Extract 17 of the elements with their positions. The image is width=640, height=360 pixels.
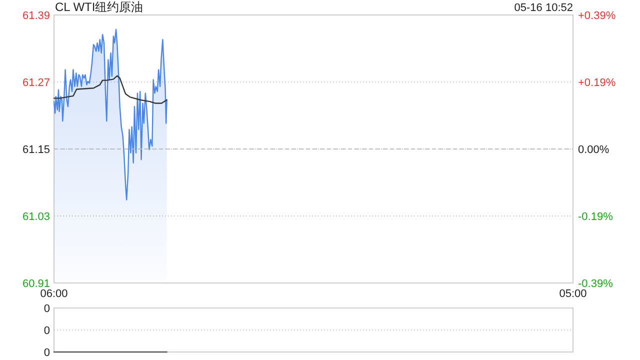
y-tick-label: 60.91 bbox=[22, 278, 50, 290]
x-tick-label: 06:00 bbox=[40, 288, 68, 300]
y2-tick-label: +0.39% bbox=[578, 10, 616, 22]
y-tick-label: 0 bbox=[44, 347, 50, 359]
y-tick-label: 61.39 bbox=[22, 10, 50, 22]
y-tick-label: 61.15 bbox=[22, 144, 50, 156]
y2-tick-label: -0.19% bbox=[578, 211, 614, 223]
chart-title: CL WTI纽约原油 bbox=[55, 0, 144, 14]
y2-tick-label: +0.19% bbox=[578, 77, 616, 89]
y-tick-label: 61.27 bbox=[22, 77, 50, 89]
y-tick-label: 0 bbox=[44, 325, 50, 337]
y2-tick-label: 0.00% bbox=[578, 144, 610, 156]
y-tick-label: 61.03 bbox=[22, 211, 50, 223]
chart-subtitle: 05-16 10:52 bbox=[514, 2, 573, 14]
y2-tick-label: -0.39% bbox=[578, 278, 614, 290]
y-tick-label: 0 bbox=[44, 303, 50, 315]
x-tick-label: 05:00 bbox=[559, 288, 587, 300]
